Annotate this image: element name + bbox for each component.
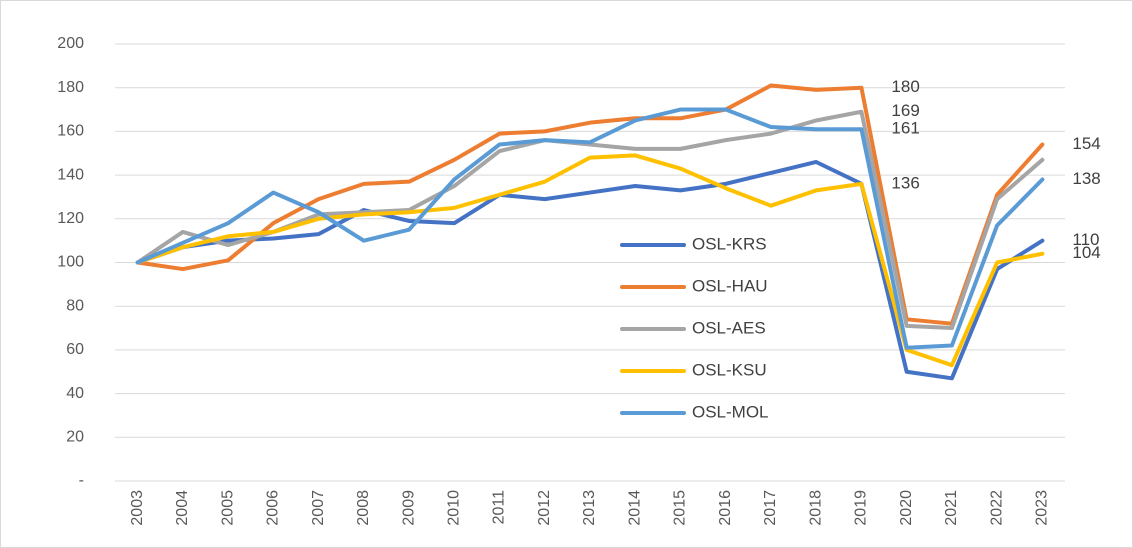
y-tick-label: 120 <box>57 210 84 227</box>
x-tick-label: 2014 <box>626 490 643 526</box>
x-tick-label: 2020 <box>898 490 915 526</box>
y-tick-label: 20 <box>66 429 84 446</box>
x-tick-label: 2019 <box>853 490 870 526</box>
legend-label: OSL-KSU <box>692 360 767 379</box>
y-tick-label: 100 <box>57 254 84 271</box>
x-tick-label: 2003 <box>129 490 146 526</box>
x-tick-label: 2008 <box>355 490 372 526</box>
data-label: 180 <box>891 77 919 96</box>
y-tick-label: 60 <box>66 341 84 358</box>
y-tick-label: 80 <box>66 297 84 314</box>
x-tick-label: 2015 <box>672 490 689 526</box>
y-tick-label: 40 <box>66 385 84 402</box>
data-label: 169 <box>891 101 919 120</box>
data-label: 154 <box>1072 134 1100 153</box>
x-tick-label: 2016 <box>717 490 734 526</box>
series-line <box>135 107 1045 350</box>
x-tick-label: 2012 <box>536 490 553 526</box>
y-tick-label: 160 <box>57 123 84 140</box>
x-tick-label: 2011 <box>491 490 508 525</box>
y-tick-label: 180 <box>57 79 84 96</box>
legend-label: OSL-AES <box>692 318 766 337</box>
x-tick-label: 2018 <box>807 490 824 526</box>
series-line <box>135 83 1045 326</box>
x-tick-label: 2021 <box>943 490 960 526</box>
x-tick-label: 2017 <box>762 490 779 526</box>
x-tick-label: 2013 <box>581 490 598 526</box>
x-tick-label: 2023 <box>1034 490 1051 526</box>
legend-label: OSL-MOL <box>692 402 769 421</box>
x-tick-label: 2006 <box>265 490 282 526</box>
y-tick-label: - <box>79 472 84 489</box>
x-tick-label: 2009 <box>400 490 417 526</box>
data-label: 138 <box>1072 169 1100 188</box>
legend-label: OSL-HAU <box>692 276 768 295</box>
data-label: 110 <box>1072 230 1099 249</box>
x-tick-label: 2004 <box>174 490 191 526</box>
y-tick-label: 140 <box>57 166 84 183</box>
data-label: 161 <box>891 119 919 138</box>
series-line <box>135 159 1045 381</box>
data-label: 104 <box>1072 243 1100 262</box>
x-tick-label: 2007 <box>310 490 327 526</box>
data-label: 136 <box>891 173 919 192</box>
x-tick-label: 2010 <box>446 490 463 526</box>
legend-label: OSL-KRS <box>692 234 767 253</box>
series-line <box>135 153 1045 368</box>
x-tick-label: 2005 <box>219 490 236 526</box>
y-tick-label: 200 <box>57 35 84 52</box>
x-tick-label: 2022 <box>988 490 1005 526</box>
